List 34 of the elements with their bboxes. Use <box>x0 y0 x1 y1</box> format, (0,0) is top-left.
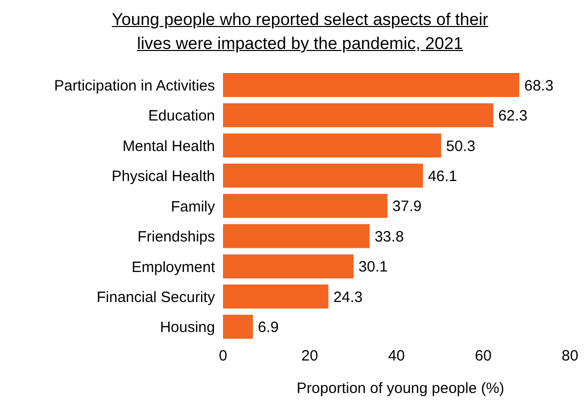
data-label: 37.9 <box>392 198 422 216</box>
x-tick-label: 0 <box>218 348 228 365</box>
bar <box>223 314 253 339</box>
bar <box>223 73 520 97</box>
data-label: 46.1 <box>428 168 458 185</box>
data-label: 33.8 <box>374 228 404 246</box>
bar <box>223 254 354 278</box>
y-tick-label: Financial Security <box>96 288 216 306</box>
chart-title: Young people who reported select aspects of their lives were impacted by the pandemic, 2021 <box>110 9 490 55</box>
bar <box>223 194 388 218</box>
x-axis-title: Proportion of young people (%) <box>296 380 506 397</box>
y-tick-label: Participation in Activities <box>54 77 215 94</box>
y-tick-label: Physical Health <box>112 168 215 186</box>
y-tick-label: Friendships <box>137 228 215 246</box>
y-tick-label: Mental Health <box>122 138 215 155</box>
data-label: 6.9 <box>258 319 279 336</box>
data-label: 24.3 <box>333 288 363 306</box>
bar <box>223 103 494 128</box>
data-label: 50.3 <box>446 138 476 155</box>
bar <box>223 133 442 158</box>
x-tick-label: 80 <box>562 348 578 365</box>
y-tick-label: Education <box>148 108 215 125</box>
bar <box>223 284 328 309</box>
x-tick-label: 60 <box>474 348 492 365</box>
y-tick-label: Employment <box>132 258 216 276</box>
x-tick-label: 40 <box>388 348 405 365</box>
y-tick-label: Housing <box>160 319 215 336</box>
bar <box>223 224 370 248</box>
bar <box>223 164 423 188</box>
data-label: 30.1 <box>358 258 388 276</box>
y-tick-label: Family <box>170 198 216 216</box>
data-label: 68.3 <box>524 77 554 94</box>
data-label: 62.3 <box>498 108 528 125</box>
x-tick-label: 20 <box>301 348 318 365</box>
